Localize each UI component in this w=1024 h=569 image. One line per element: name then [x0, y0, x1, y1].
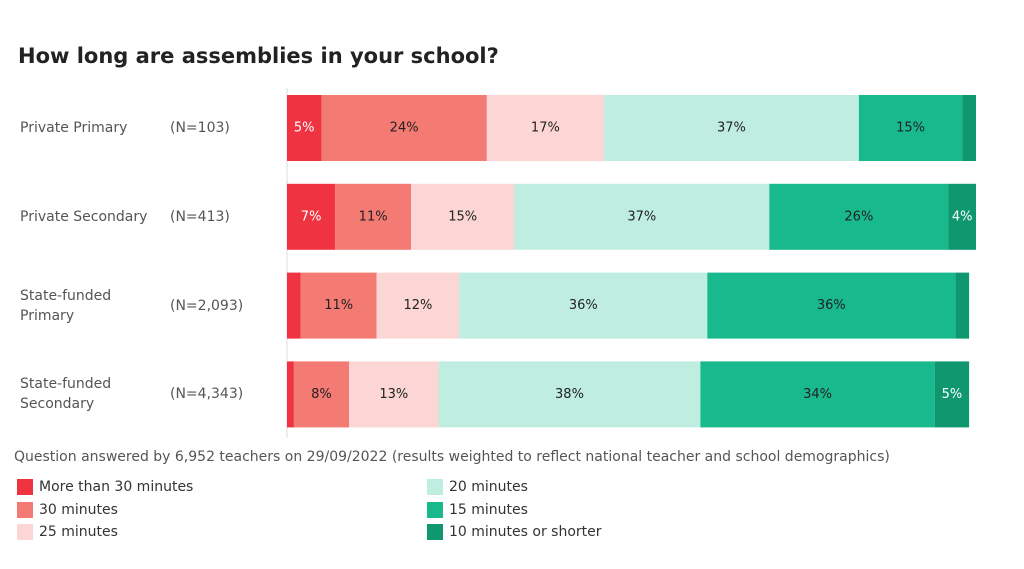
- bar-segment: [486, 95, 604, 161]
- category-label: Private Primary: [20, 120, 128, 136]
- bar-segment: [321, 95, 487, 161]
- legend-swatch: [427, 479, 443, 495]
- value-label: 17%: [531, 121, 560, 136]
- value-label: 36%: [569, 298, 598, 313]
- value-label: 5%: [294, 121, 315, 136]
- value-label: 24%: [390, 121, 419, 136]
- value-label: 13%: [379, 387, 408, 402]
- bar-segment: [349, 361, 439, 428]
- bar-segment: [376, 272, 460, 339]
- bar-segment: [707, 272, 956, 339]
- value-label: 7%: [301, 209, 322, 224]
- legend-label: 25 minutes: [39, 524, 118, 540]
- legend-item: 10 minutes or shorter: [427, 524, 602, 540]
- bar-segment: [438, 361, 701, 428]
- legend-swatch: [427, 501, 443, 518]
- bar-segment: [287, 183, 336, 250]
- value-label: 37%: [627, 209, 656, 224]
- n-label: (N=4,343): [170, 386, 244, 403]
- legend-label: 20 minutes: [449, 479, 528, 495]
- legend-label: More than 30 minutes: [39, 479, 194, 495]
- value-label: 15%: [448, 209, 477, 224]
- value-label: 26%: [844, 209, 873, 224]
- bar-segment: [955, 272, 970, 339]
- n-label: (N=413): [170, 208, 230, 225]
- bar-segment: [287, 361, 294, 428]
- bar-segment: [287, 95, 322, 161]
- legend-label: 10 minutes or shorter: [449, 524, 602, 540]
- legend-item: 25 minutes: [17, 524, 118, 540]
- legend-swatch: [427, 524, 443, 540]
- chart-title: How long are assemblies in your school?: [18, 44, 499, 68]
- bar-segment: [948, 183, 976, 250]
- legend-swatch: [17, 524, 33, 540]
- bar-segment: [411, 183, 515, 250]
- bar-segment: [514, 183, 770, 250]
- value-label: 38%: [555, 387, 584, 402]
- value-label: 8%: [311, 387, 332, 402]
- value-label: 37%: [717, 121, 746, 136]
- legend-item: 15 minutes: [427, 501, 528, 518]
- n-label: (N=103): [170, 120, 230, 136]
- category-label: Private Secondary: [20, 208, 148, 225]
- bar-segment: [293, 361, 350, 428]
- value-label: 34%: [803, 387, 832, 402]
- bar-segment: [287, 272, 301, 339]
- legend-swatch: [17, 479, 33, 495]
- bar-segment: [603, 95, 859, 161]
- value-label: 12%: [403, 298, 432, 313]
- bar-segment: [700, 361, 935, 428]
- note: Question answered by 6,952 teachers on 2…: [14, 449, 890, 465]
- legend-item: 20 minutes: [427, 479, 528, 495]
- n-label: (N=2,093): [170, 297, 244, 314]
- bar-segment: [300, 272, 377, 339]
- value-label: 15%: [896, 121, 925, 136]
- bar-segment: [934, 361, 970, 428]
- value-label: 11%: [359, 209, 388, 224]
- value-label: 36%: [817, 298, 846, 313]
- bar-segment: [858, 95, 963, 161]
- category-label: State-funded Primary: [20, 287, 112, 324]
- legend-label: 15 minutes: [449, 501, 528, 518]
- value-label: 4%: [952, 209, 973, 224]
- legend-label: 30 minutes: [39, 501, 118, 518]
- value-label: 5%: [942, 387, 963, 402]
- value-label: 11%: [324, 298, 353, 313]
- bar-segment: [962, 95, 976, 161]
- category-label: State-funded Secondary: [20, 376, 112, 413]
- bar-segment: [335, 183, 412, 250]
- bar-segment: [459, 272, 708, 339]
- legend-item: 30 minutes: [17, 501, 118, 518]
- legend-swatch: [17, 501, 33, 518]
- legend-item: More than 30 minutes: [17, 479, 193, 495]
- bar-segment: [769, 183, 949, 250]
